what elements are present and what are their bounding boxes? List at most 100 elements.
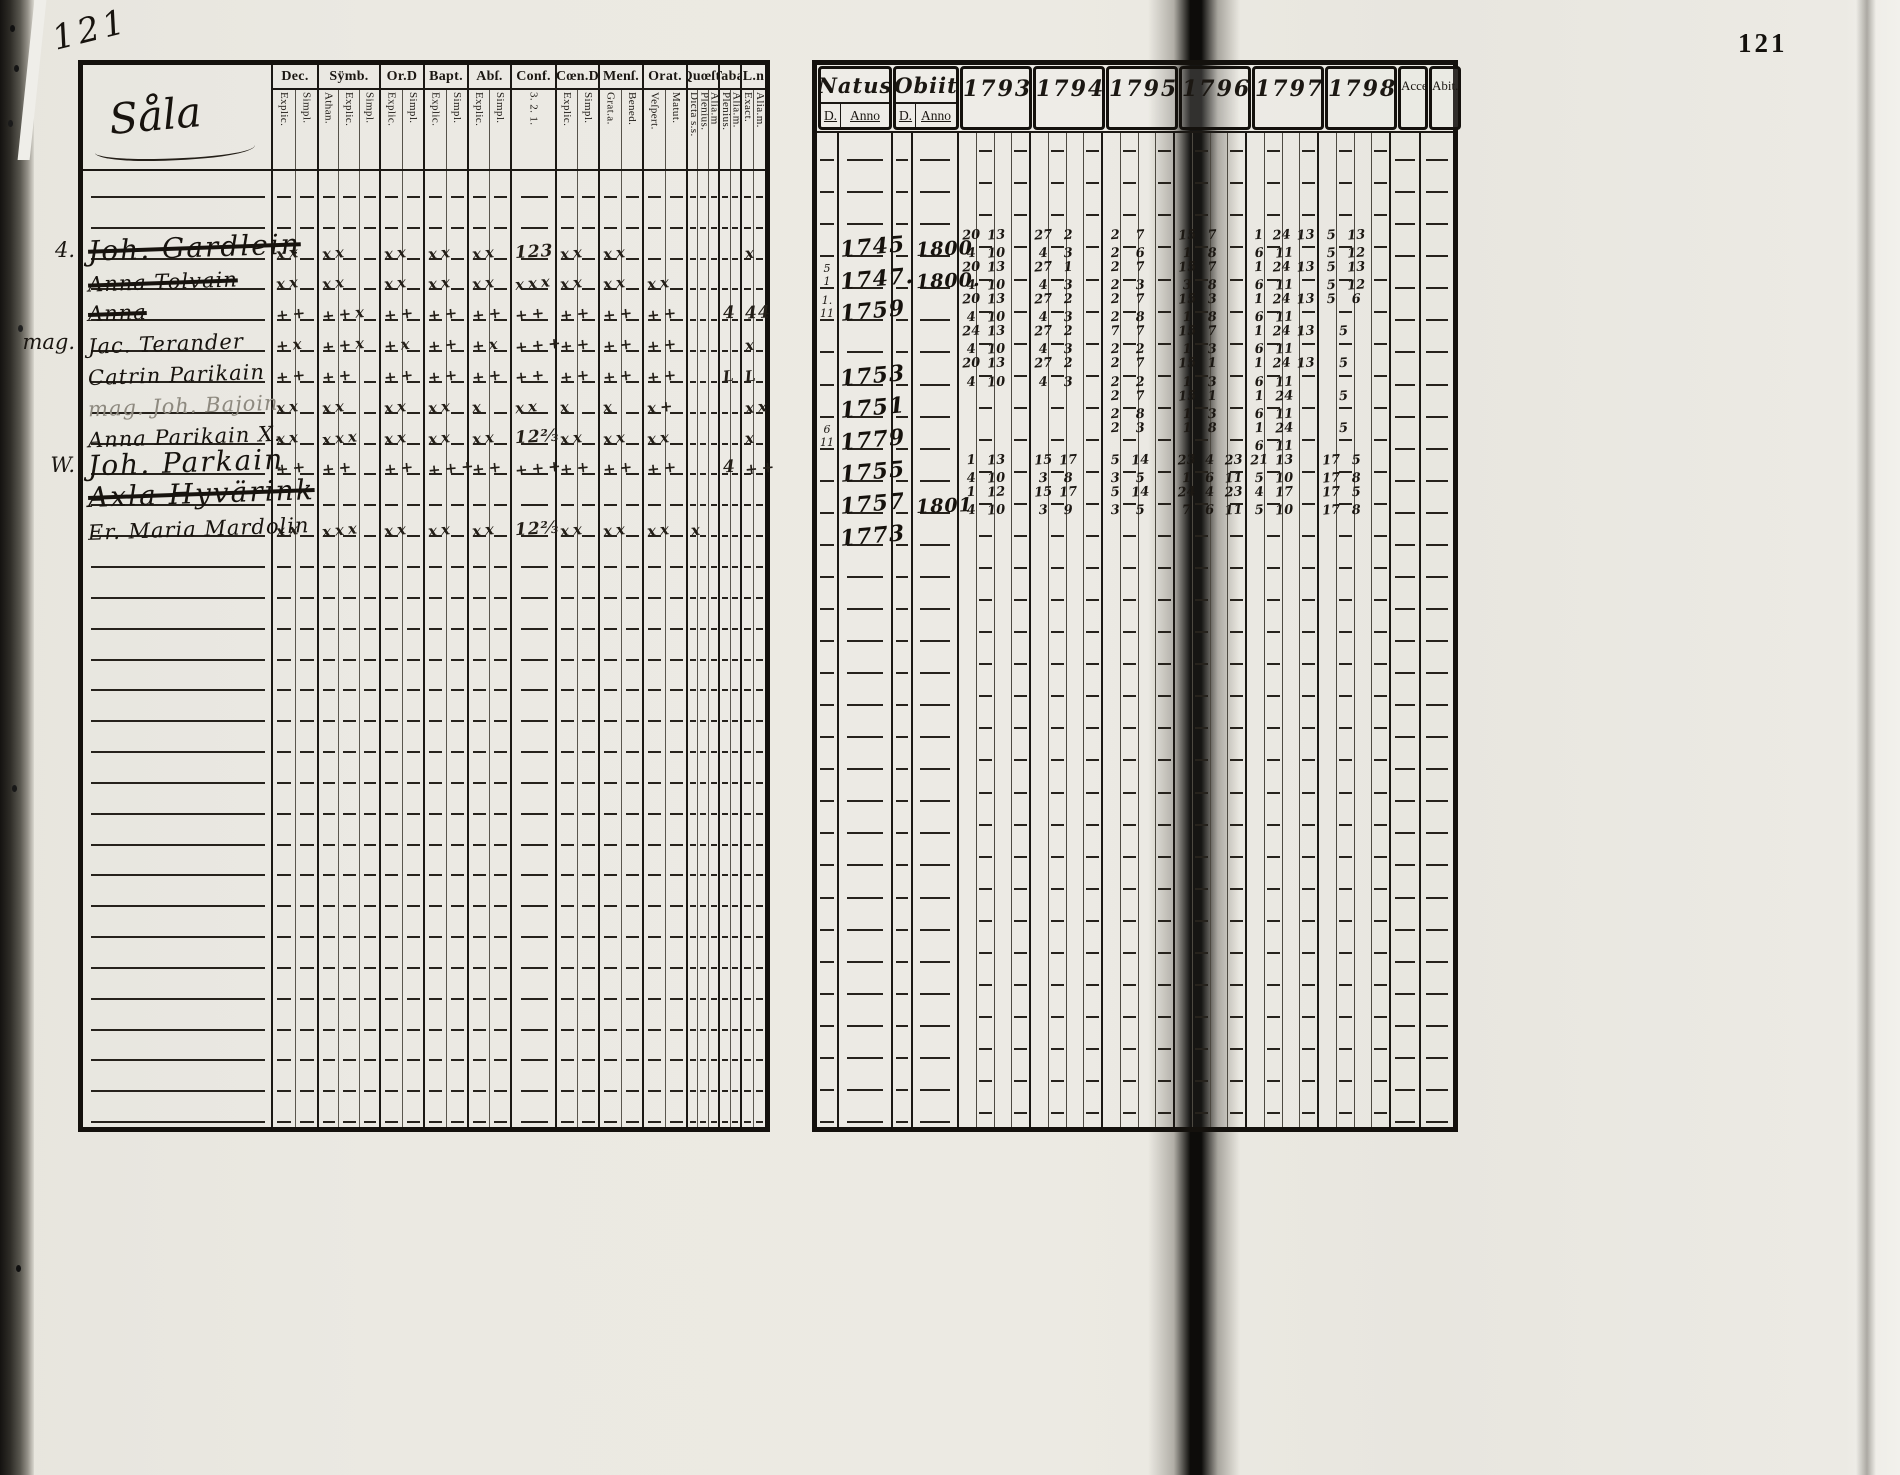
subcolumn-cell xyxy=(557,788,577,819)
subcolumn-cell xyxy=(489,325,510,357)
subcolumn-cell xyxy=(742,171,753,202)
left-header-row: Såla Dec. Explic. Simpl. Sÿmb. Athan. Explic. S… xyxy=(83,65,765,171)
abit-cell xyxy=(1419,678,1453,711)
year-cell: 27 2 4 3 xyxy=(1029,356,1101,390)
natus-anno-cell: 1755 xyxy=(837,453,906,487)
subcolumn-header: Simpl. xyxy=(577,90,598,169)
subcolumn-cell xyxy=(425,603,446,634)
subcolumn-header: Veſpert. xyxy=(644,90,665,169)
subcolumn-cell xyxy=(358,757,379,788)
year-subcell xyxy=(1247,550,1264,582)
year-subcell xyxy=(993,806,1012,839)
subcolumn-cell xyxy=(319,294,338,325)
year-cell: 20 13 4 10 xyxy=(957,228,1029,262)
year-subcell xyxy=(993,165,1012,198)
year-values: 27 2 xyxy=(1031,324,1101,340)
subcolumn-cell xyxy=(557,387,577,418)
year-subcell xyxy=(1191,581,1210,614)
subcolumn-cell xyxy=(600,850,621,881)
subcolumn-cell xyxy=(720,1004,730,1035)
year-cell xyxy=(1245,1094,1317,1127)
mark-group-cell xyxy=(718,325,740,357)
year-cell: 27 2 4 3 xyxy=(1029,228,1101,262)
year-subcell xyxy=(975,293,994,326)
subcolumn-cell xyxy=(720,356,730,387)
mark-group-cell xyxy=(317,787,379,819)
abit-cell xyxy=(1419,613,1453,646)
natus-anno-cell: 1747. xyxy=(837,261,915,295)
year-subcell xyxy=(1119,261,1138,294)
mark-group-cell xyxy=(555,849,598,881)
mark-group-cell xyxy=(510,911,555,943)
subcolumn-cell xyxy=(720,850,730,881)
natus-anno-cell xyxy=(837,549,891,582)
year-subcell xyxy=(1281,453,1300,486)
subcolumn-cell xyxy=(688,418,697,449)
obiit-anno-cell: 1800 xyxy=(911,229,973,262)
mark-group-cell xyxy=(510,1003,555,1035)
obiit-day-cell xyxy=(891,357,911,390)
year-subcell xyxy=(1299,1062,1317,1095)
year-subcell xyxy=(1031,742,1048,774)
mark-group-cell xyxy=(740,1096,765,1128)
year-subcell xyxy=(1227,902,1245,935)
obiit-anno-cell xyxy=(911,197,957,230)
mark-group-cell xyxy=(271,911,317,943)
mark-group-cell xyxy=(317,695,379,727)
natus-anno-cell xyxy=(837,197,891,230)
mark-group-cell xyxy=(271,1065,317,1097)
year-subcell xyxy=(1319,838,1336,870)
year-subcell xyxy=(1031,999,1048,1031)
year-cell xyxy=(1029,774,1101,807)
subcolumn-cell xyxy=(425,510,446,541)
subcolumn-cell xyxy=(697,1096,707,1128)
year-values: 15 7 xyxy=(1175,228,1245,244)
year-subcell xyxy=(1175,197,1192,229)
year-subcell xyxy=(1247,133,1264,165)
year-subcell xyxy=(975,389,994,422)
year-subcell xyxy=(1281,325,1300,358)
year-subcell xyxy=(1155,1030,1173,1063)
year-subcell xyxy=(1191,1030,1210,1063)
subcolumn-header: Athan. xyxy=(319,90,338,169)
subcolumn-cell xyxy=(425,1096,446,1127)
subcolumn-cell xyxy=(381,942,402,973)
subcolumn-cell xyxy=(697,171,707,202)
abit-cell xyxy=(1419,453,1453,486)
subcolumn-cell xyxy=(664,1034,687,1066)
subcolumn-header: Explic. xyxy=(425,90,446,169)
subcolumn-cell xyxy=(753,849,765,881)
year-cell xyxy=(1245,678,1317,711)
year-cell xyxy=(1317,806,1389,839)
subcolumn-header-row: Explic. Simpl. xyxy=(273,90,317,169)
mark-group-cell xyxy=(555,942,598,973)
year-cell: 1 24 13 6 11 xyxy=(1245,292,1317,326)
year-subcell xyxy=(1065,870,1084,903)
year-values: 5 13 xyxy=(1319,228,1389,244)
abit-cell xyxy=(1419,325,1453,358)
communion-mark: 4 xyxy=(722,457,737,478)
subcolumn-cell xyxy=(445,325,468,357)
year-subcell xyxy=(993,293,1012,326)
mark-group-cell xyxy=(598,1096,642,1128)
subcolumn-cell xyxy=(294,232,318,264)
year-subcell xyxy=(1353,966,1372,999)
subcolumn-cell xyxy=(381,356,402,387)
subcolumn-cell xyxy=(445,695,468,727)
obiit-anno-cell xyxy=(911,293,957,326)
subcolumn-label: Plenius. xyxy=(720,92,730,131)
year-subcell xyxy=(1137,229,1156,262)
acces-cell xyxy=(1389,421,1419,454)
mark-group-cell xyxy=(317,757,379,788)
year-subcell xyxy=(1299,133,1317,166)
year-subcell xyxy=(993,742,1012,775)
year-subcell xyxy=(1137,133,1156,166)
year-cell xyxy=(1173,646,1245,679)
subcolumn-cell xyxy=(294,633,318,665)
year-cell xyxy=(1245,549,1317,582)
year-subcell xyxy=(1175,614,1192,646)
year-cell xyxy=(1029,517,1101,550)
paper-specks xyxy=(10,25,15,32)
year-subcell xyxy=(1083,710,1101,743)
